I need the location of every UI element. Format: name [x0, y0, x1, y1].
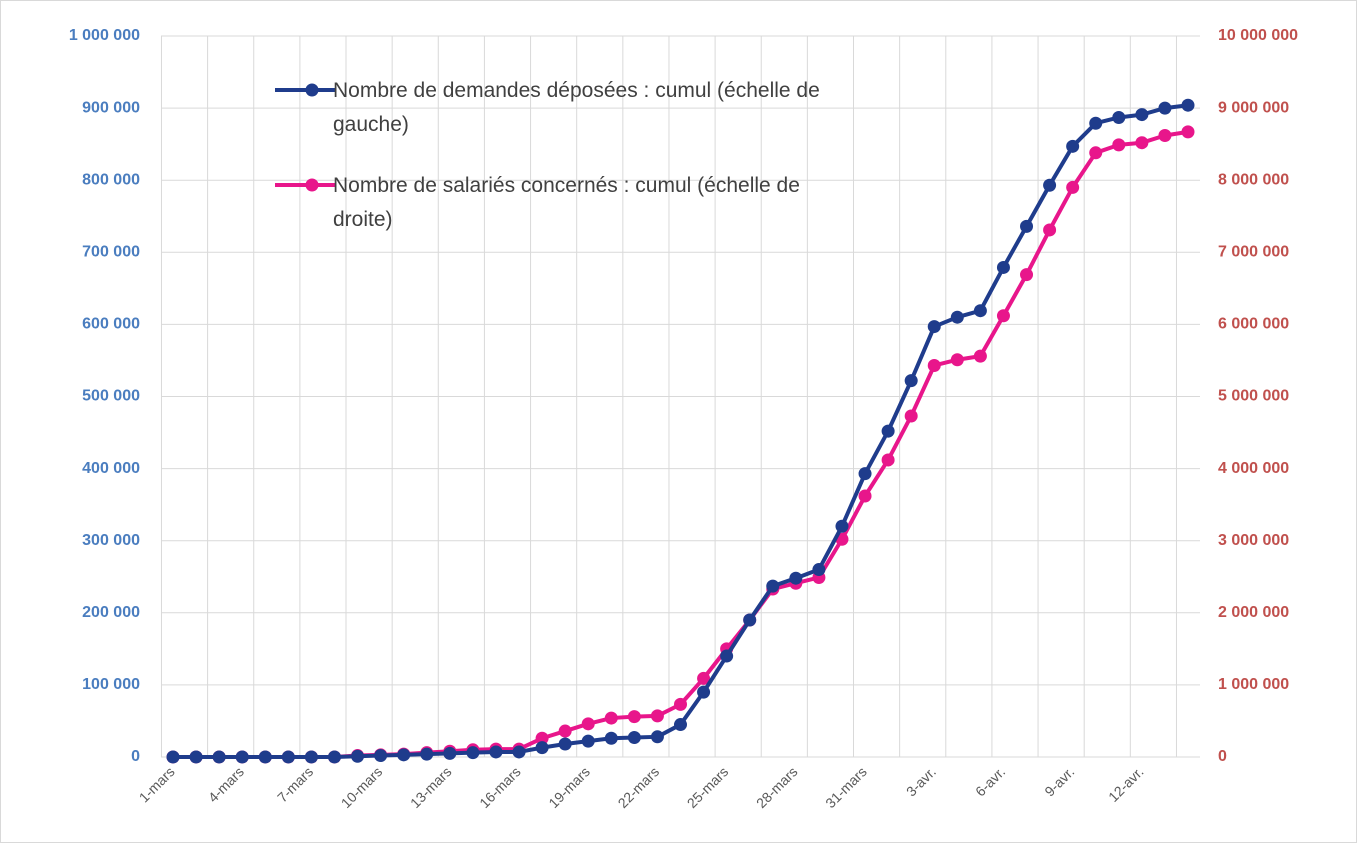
y-tick-label: 900 000 [82, 99, 140, 116]
data-point [327, 750, 341, 764]
data-point [558, 724, 572, 738]
data-point [1089, 116, 1103, 130]
data-point [512, 745, 526, 759]
data-point [1112, 138, 1126, 152]
y2-tick-label: 4 000 000 [1218, 460, 1289, 477]
data-point [674, 697, 687, 711]
data-point [1066, 139, 1080, 153]
data-point [1020, 268, 1034, 282]
y2-tick-label: 1 000 000 [1218, 676, 1289, 693]
data-point [1181, 98, 1195, 112]
data-point [627, 731, 641, 745]
data-point [397, 748, 411, 762]
y-tick-label: 400 000 [82, 460, 140, 477]
data-point [166, 750, 180, 764]
data-point [258, 750, 272, 764]
y2-tick-label: 2 000 000 [1218, 604, 1289, 621]
data-point [581, 734, 595, 748]
data-point [535, 741, 549, 755]
legend-label: Nombre de salariés concernés : cumul (éc… [333, 174, 800, 231]
data-point [973, 349, 987, 363]
legend-label: Nombre de demandes déposées : cumul (éch… [333, 79, 820, 136]
y-tick-label: 500 000 [82, 388, 140, 405]
data-point [904, 409, 918, 423]
data-point [927, 358, 941, 372]
data-point [212, 750, 226, 764]
data-point [1135, 108, 1149, 122]
data-point [881, 424, 895, 438]
data-point [304, 750, 318, 764]
data-point [558, 737, 572, 751]
data-point [374, 749, 388, 763]
data-point [835, 519, 849, 533]
data-point [443, 746, 457, 760]
y2-tick-label: 7 000 000 [1218, 244, 1289, 261]
data-point [996, 309, 1010, 323]
data-point [697, 671, 711, 685]
data-point [627, 710, 641, 724]
data-point [674, 718, 687, 732]
y-tick-label: 700 000 [82, 244, 140, 261]
data-point [743, 613, 757, 627]
data-point [281, 750, 295, 764]
data-point [351, 749, 365, 763]
data-point [996, 260, 1010, 274]
y-tick-label: 100 000 [82, 676, 140, 693]
y2-tick-label: 0 [1218, 748, 1227, 765]
data-point [973, 304, 987, 318]
y2-tick-label: 5 000 000 [1218, 388, 1289, 405]
data-point [697, 685, 711, 699]
data-point [1020, 219, 1034, 233]
y2-tick-label: 3 000 000 [1218, 532, 1289, 549]
y2-tick-label: 10 000 000 [1218, 27, 1298, 44]
y2-tick-label: 9 000 000 [1218, 99, 1289, 116]
data-point [420, 747, 434, 761]
data-point [650, 730, 664, 744]
data-point [535, 731, 549, 745]
data-point [1135, 136, 1149, 150]
data-point [189, 750, 203, 764]
data-point [950, 310, 964, 324]
data-point [1043, 223, 1057, 237]
y-tick-label: 0 [131, 748, 140, 765]
data-point [1043, 178, 1057, 192]
data-point [881, 453, 895, 467]
y-tick-label: 200 000 [82, 604, 140, 621]
data-point [812, 563, 826, 577]
data-point [904, 374, 918, 388]
data-point [1112, 110, 1126, 124]
y-tick-label: 600 000 [82, 316, 140, 333]
data-point [466, 746, 480, 760]
y2-tick-label: 8 000 000 [1218, 171, 1289, 188]
data-point [1066, 180, 1080, 194]
data-point [1158, 101, 1172, 115]
legend-marker [305, 83, 319, 97]
data-point [604, 711, 618, 725]
data-point [1158, 128, 1172, 142]
data-point [789, 571, 803, 585]
data-point [650, 709, 664, 723]
data-point [1181, 125, 1195, 139]
data-point [720, 649, 734, 663]
y-tick-label: 800 000 [82, 171, 140, 188]
y-tick-label: 1 000 000 [69, 27, 140, 44]
data-point [235, 750, 249, 764]
data-point [604, 731, 618, 745]
data-point [927, 320, 941, 334]
data-point [950, 353, 964, 367]
data-point [1089, 146, 1103, 160]
data-point [858, 467, 872, 481]
data-point [489, 745, 503, 759]
legend-marker [305, 178, 319, 192]
y2-tick-label: 6 000 000 [1218, 316, 1289, 333]
y-tick-label: 300 000 [82, 532, 140, 549]
data-point [858, 489, 872, 503]
data-point [581, 717, 595, 731]
data-point [766, 579, 780, 593]
